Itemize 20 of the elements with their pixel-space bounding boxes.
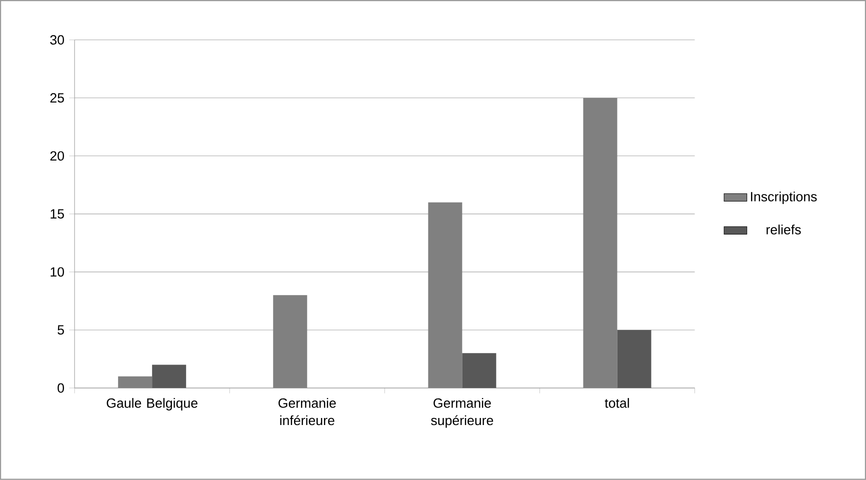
x-tick-label: Germanie supérieure [431, 398, 494, 428]
bar [462, 353, 496, 388]
bar [152, 364, 186, 388]
y-tick-label: 0 [58, 383, 64, 393]
y-tick-label: 30 [50, 35, 64, 45]
bar [583, 98, 618, 388]
legend-label: Inscriptions [751, 192, 817, 204]
bar [118, 376, 152, 388]
bar [273, 295, 308, 388]
bar [617, 330, 652, 388]
x-tick-label: Germanie inférieure [278, 398, 336, 426]
y-tick-label: 5 [58, 325, 64, 335]
y-tick-label: 25 [50, 93, 64, 103]
x-tick-label: Gaule Belgique [106, 398, 198, 411]
bar [428, 202, 462, 388]
y-tick-label: 10 [50, 267, 64, 277]
legend-label: reliefs [766, 224, 801, 234]
x-tick-label: total [604, 398, 629, 408]
y-tick-label: 20 [50, 151, 64, 161]
y-tick-label: 15 [50, 209, 64, 219]
